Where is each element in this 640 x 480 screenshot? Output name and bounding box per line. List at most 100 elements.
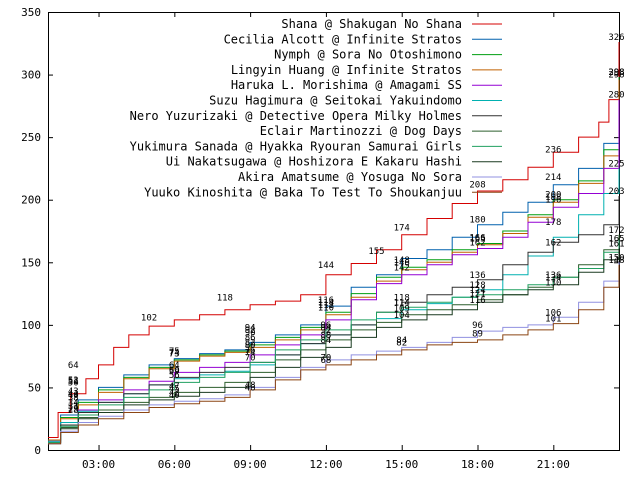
series-line (48, 77, 620, 441)
data-label: 162 (469, 238, 485, 248)
data-label: 114 (394, 298, 410, 308)
data-label: 112 (318, 301, 334, 311)
data-label: 96 (472, 321, 483, 331)
y-tick-label: 300 (21, 69, 41, 82)
series-lines (48, 42, 620, 445)
data-label: 46 (245, 383, 256, 393)
y-tick-label: 350 (21, 6, 41, 19)
data-label: 92 (320, 326, 331, 336)
data-label: 172 (608, 226, 624, 236)
data-label: 298 (608, 68, 624, 78)
data-label: 148 (608, 256, 624, 266)
data-label: 74 (169, 348, 180, 358)
data-label: 116 (318, 296, 334, 306)
legend-entry-label: Nero Yuzurizaki @ Detective Opera Milky … (130, 109, 462, 123)
data-label: 90 (245, 328, 256, 338)
data-label: 45 (169, 385, 180, 395)
x-axis: 03:00 06:00 09:00 12:00 15:00 18:00 21:00 (82, 12, 570, 471)
legend-entry-label: Haruka L. Morishima @ Amagami SS (231, 78, 462, 92)
data-label: 165 (608, 235, 624, 245)
data-label: 43 (68, 387, 79, 397)
y-axis: 0 50 100 150 200 250 300 350 (21, 6, 619, 457)
data-label: 84 (320, 336, 331, 346)
series-line (48, 262, 620, 445)
x-tick-label: 18:00 (461, 458, 494, 471)
data-label: 82 (396, 338, 407, 348)
legend-entry-label: Akira Amatsume @ Yosuga No Sora (238, 170, 462, 184)
data-label: 96 (320, 321, 331, 331)
data-label: 298 (608, 68, 624, 78)
data-label: 134 (545, 273, 561, 283)
y-tick-label: 100 (21, 319, 41, 332)
legend-entry-label: Nymph @ Sora No Otoshimono (274, 48, 462, 62)
legend-entry-label: Yuuko Kinoshita @ Baka To Test To Shouka… (144, 185, 462, 199)
data-label: 89 (472, 330, 483, 340)
series-value-labels: 64 102 118 144 174 208 236 326 52 75 94 116 155 180 21… (68, 33, 625, 416)
data-label: 130 (545, 278, 561, 288)
data-label: 84 (396, 336, 407, 346)
data-label: 38 (68, 393, 79, 403)
legend-entry-label: Eclair Martinozzi @ Dog Days (260, 124, 462, 138)
data-label: 296 (608, 71, 624, 81)
data-label: 280 (608, 91, 624, 101)
data-label: 64 (68, 361, 79, 371)
data-label: 70 (245, 353, 256, 363)
data-label: 326 (608, 33, 624, 43)
data-label: 110 (318, 303, 334, 313)
data-label: 180 (469, 216, 485, 226)
data-label: 92 (245, 326, 256, 336)
data-label: 60 (169, 366, 180, 376)
legend-entry-label: Yukimura Sanada @ Hyakka Ryouran Samurai… (130, 139, 462, 153)
data-label: 121 (469, 290, 485, 300)
legend-entry-label: Shana @ Shakugan No Shana (281, 17, 462, 31)
y-tick-label: 50 (28, 381, 41, 394)
series-line (48, 239, 620, 443)
series-line (48, 196, 620, 443)
data-label: 124 (469, 286, 485, 296)
data-label: 34 (68, 398, 79, 408)
data-label: 161 (608, 240, 624, 250)
series-line (48, 42, 620, 438)
data-label: 104 (394, 311, 410, 321)
series-line (48, 77, 620, 441)
data-label: 155 (368, 247, 384, 257)
data-label: 118 (394, 293, 410, 303)
data-label: 150 (608, 253, 624, 263)
data-label: 28 (68, 406, 79, 416)
plot-frame (48, 12, 620, 451)
data-label: 196 (545, 196, 561, 206)
x-tick-label: 03:00 (82, 458, 115, 471)
data-label: 48 (245, 381, 256, 391)
x-tick-label: 12:00 (309, 458, 342, 471)
legend-entry-label: Lingyin Huang @ Infinite Stratos (231, 63, 462, 77)
data-label: 106 (545, 308, 561, 318)
data-label: 41 (68, 390, 79, 400)
x-tick-label: 21:00 (537, 458, 570, 471)
data-label: 73 (169, 350, 180, 360)
series-line (48, 248, 620, 445)
data-label: 59 (169, 367, 180, 377)
data-label: 214 (545, 173, 561, 183)
data-label: 128 (469, 281, 485, 291)
data-label: 200 (545, 191, 561, 201)
data-label: 165 (469, 235, 485, 245)
data-label: 114 (318, 298, 334, 308)
data-label: 136 (469, 271, 485, 281)
legend-entry-label: Cecilia Alcott @ Infinite Stratos (224, 32, 462, 46)
series-line (48, 99, 620, 442)
x-tick-label: 15:00 (385, 458, 418, 471)
data-label: 82 (245, 338, 256, 348)
data-label: 94 (245, 323, 256, 333)
data-label: 136 (545, 271, 561, 281)
data-label: 208 (469, 181, 485, 191)
y-tick-label: 200 (21, 194, 41, 207)
data-label: 225 (608, 159, 624, 169)
data-label: 75 (169, 347, 180, 357)
data-label: 52 (68, 376, 79, 386)
data-label: 76 (245, 346, 256, 356)
data-label: 114 (394, 298, 410, 308)
y-tick-label: 150 (21, 256, 41, 269)
series-line (48, 264, 620, 445)
data-label: 31 (68, 402, 79, 412)
